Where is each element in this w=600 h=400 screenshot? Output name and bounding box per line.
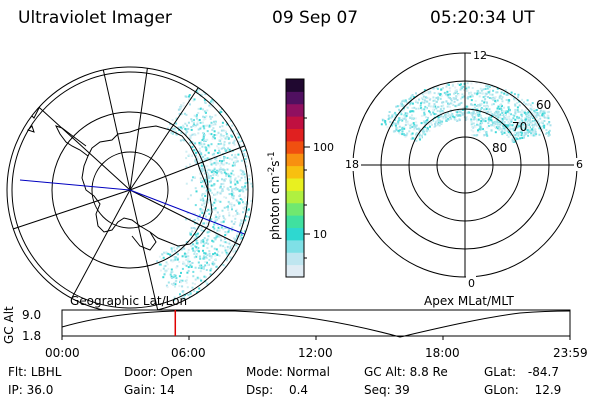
apex-plot-label: Apex MLat/MLT [424,294,514,308]
geographic-map [6,66,254,314]
apex-mlt-label-0: 0 [468,277,475,290]
time-tick-label: 23:59 [553,346,588,360]
apex-mlt-label-18: 18 [345,158,359,171]
flt-value: LBHL [30,365,62,379]
altitude-ylabel: GC Alt [2,306,16,344]
dsp-field: Dsp: 0.4 [246,383,309,397]
time-tick-label: 06:00 [171,346,206,360]
glat-value: -84.7 [527,365,559,379]
altitude-timeline [61,309,571,340]
time-tick-label: 12:00 [298,346,333,360]
seq-value: 39 [394,383,410,397]
apex-lat-label-80: 80 [492,141,507,155]
colorbar-cell [286,239,304,253]
geo-meridian [19,89,131,191]
gcalt-field: GC Alt: 8.8 Re [364,365,448,379]
colorbar-cell [286,227,304,241]
colorbar-cell [286,91,304,105]
observation-time: 05:20:34 UT [430,8,535,28]
geo-lat-circle-60 [11,71,249,309]
colorbar-cell [286,103,304,117]
instrument-title: Ultraviolet Imager [18,8,172,28]
glat-field: GLat: -84.7 [484,365,559,379]
apex-map: 12 18 6 0 60 70 80 [343,48,584,290]
colorbar-tick-label: 100 [313,141,334,154]
mode-value: Normal [286,365,330,379]
geo-terminator-line [129,189,253,241]
geo-terminator-line [19,179,131,191]
apex-aurora-emission [380,82,552,143]
antarctic-peninsula [55,125,89,157]
colorbar-cell [286,202,304,216]
mode-field: Mode: Normal [246,365,330,379]
colorbar-cell [286,153,304,167]
island-outline [27,125,35,133]
colorbar-cell [286,264,304,278]
glon-value: 12.9 [534,383,562,397]
geo-meridian [9,189,131,231]
colorbar-cell [286,178,304,191]
gain-value: 14 [159,383,175,397]
colorbar-cell [286,252,304,266]
ip-field: IP: 36.0 [8,383,54,397]
altitude-ytick-bottom: 1.8 [22,329,42,343]
colorbar-cell [286,190,304,204]
colorbar: 100 10 photon cm-2s-1 [267,78,334,278]
antarctica-coastline [81,125,213,247]
colorbar-cell [286,165,304,179]
altitude-curve [61,310,571,338]
flt-field: Flt: LBHL [8,365,62,379]
ice-shelf-outline [131,231,157,251]
apex-mlt-label-12: 12 [473,49,487,62]
geo-meridian [99,67,131,191]
colorbar-cell [286,116,304,129]
dsp-value: 0.4 [288,383,309,397]
colorbar-cell [286,79,304,92]
apex-lat-label-60: 60 [536,98,551,112]
colorbar-cell [286,128,304,142]
geo-meridian [129,139,253,191]
time-tick-label: 00:00 [45,346,80,360]
seq-field: Seq: 39 [364,383,410,397]
gcalt-value: 8.8 Re [409,365,448,379]
time-tick-label: 18:00 [425,346,460,360]
geo-meridian [129,67,151,191]
colorbar-cell [286,215,304,228]
colorbar-tick-label: 10 [313,228,327,241]
colorbar-cell [286,140,304,154]
colorbar-frame [285,78,305,278]
apex-lat-label-70: 70 [512,120,527,134]
glon-field: GLon: 12.9 [484,383,562,397]
apex-mlt-label-6: 6 [576,158,583,171]
colorbar-unit-label: photon cm-2s-1 [267,151,282,240]
ip-value: 36.0 [26,383,54,397]
geo-aurora-emission [156,87,253,308]
geo-lat-circle-80 [91,151,169,229]
observation-date: 09 Sep 07 [272,8,359,28]
gain-field: Gain: 14 [124,383,175,397]
geo-meridian [129,189,161,313]
altitude-ytick-top: 9.0 [22,308,42,322]
geo-meridian [129,189,251,251]
door-value: Open [160,365,193,379]
altitude-frame [61,309,571,337]
geo-plot-label: Geographic Lat/Lon [70,294,188,308]
door-field: Door: Open [124,365,193,379]
